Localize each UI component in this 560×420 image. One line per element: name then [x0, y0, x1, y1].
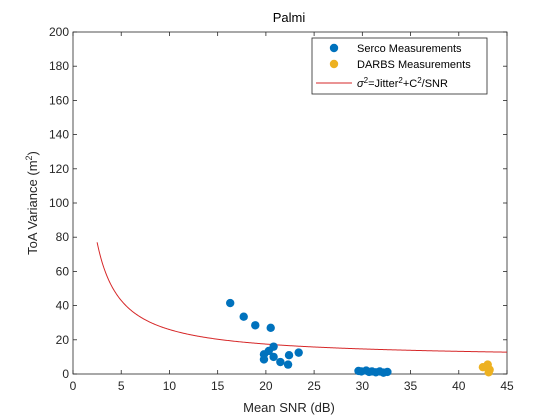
y-tick-label: 140: [49, 128, 69, 142]
legend-curve-sup3: 2: [417, 76, 422, 85]
serco-point: [283, 360, 293, 369]
x-tick-label: 25: [307, 379, 321, 393]
fit-curve: [96, 242, 508, 353]
legend-label-darbs: DARBS Measurements: [357, 59, 471, 71]
y-tick-label: 20: [56, 333, 70, 347]
x-tick-label: 35: [404, 379, 418, 393]
legend-marker-serco: [329, 43, 339, 53]
serco-point: [294, 348, 303, 357]
x-axis-label: Mean SNR (dB): [243, 400, 335, 415]
serco-point: [269, 352, 278, 362]
x-tick-label: 45: [500, 379, 514, 393]
y-tick-label: 60: [56, 264, 70, 278]
y-axis-label-end: ): [25, 151, 40, 155]
y-axis-label-main: ToA Variance (m: [25, 160, 40, 254]
y-tick-label: 200: [49, 25, 69, 39]
data-points: [226, 298, 494, 377]
legend-curve-c: +C: [403, 78, 417, 90]
y-tick-label: 120: [49, 162, 69, 176]
x-tick-label: 10: [163, 379, 177, 393]
x-tick-label: 40: [452, 379, 466, 393]
legend: Serco Measurements DARBS Measurements σ2…: [311, 37, 488, 95]
y-tick-label: 80: [56, 230, 70, 244]
y-tick-label: 0: [62, 367, 69, 381]
chart-title: Palmi: [273, 10, 306, 25]
y-axis-label: ToA Variance (m2): [24, 151, 40, 255]
x-tick-label: 30: [356, 379, 370, 393]
y-tick-label: 180: [49, 59, 69, 73]
serco-point: [266, 323, 275, 333]
x-tick-label: 20: [259, 379, 273, 393]
x-tick-label: 5: [118, 379, 125, 393]
y-tick-label: 100: [49, 196, 69, 210]
legend-curve-jitter: =Jitter: [368, 78, 399, 90]
legend-curve-snr: /SNR: [422, 78, 448, 90]
y-axis: 0 20 40 60 80 100 120 140 160 180 200: [49, 25, 507, 381]
y-tick-label: 40: [56, 299, 70, 313]
serco-point: [276, 357, 285, 367]
serco-point: [251, 321, 260, 330]
serco-point: [383, 367, 392, 377]
legend-label-curve: σ2=Jitter2+C2/SNR: [357, 76, 448, 90]
legend-label-serco: Serco Measurements: [357, 43, 462, 55]
serco-point: [284, 350, 294, 360]
serco-point: [226, 298, 235, 308]
x-tick-label: 0: [70, 379, 77, 393]
legend-curve-sup1: 2: [364, 76, 369, 85]
x-axis: 0 5 10 15 20 25 30 35 40 45: [70, 32, 514, 393]
y-tick-label: 160: [49, 93, 69, 107]
legend-curve-sigma: σ: [357, 78, 364, 90]
legend-curve-sup2: 2: [398, 76, 403, 85]
x-tick-label: 15: [211, 379, 225, 393]
legend-marker-darbs: [329, 59, 339, 69]
darbs-point: [484, 368, 493, 377]
serco-point: [259, 355, 269, 364]
serco-point: [239, 312, 248, 321]
legend-box: [311, 37, 488, 95]
y-axis-label-sup: 2: [24, 155, 34, 160]
